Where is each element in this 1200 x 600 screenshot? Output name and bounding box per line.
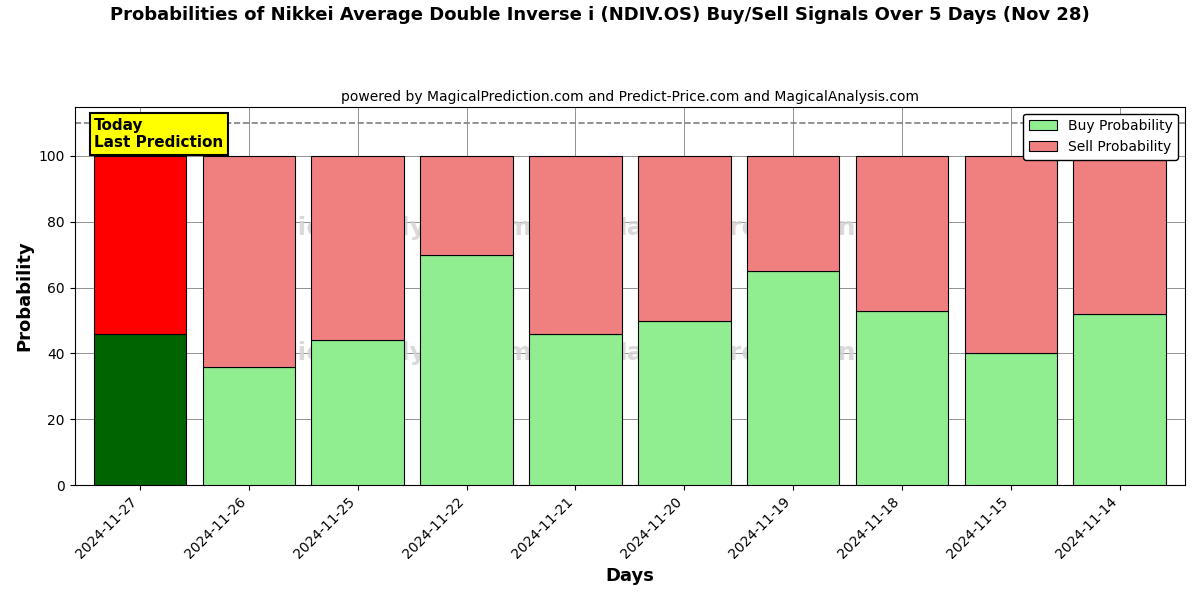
Bar <box>94 334 186 485</box>
Bar <box>856 311 948 485</box>
Bar <box>312 340 404 485</box>
Bar <box>965 156 1057 353</box>
Bar <box>420 254 512 485</box>
Legend: Buy Probability, Sell Probability: Buy Probability, Sell Probability <box>1024 113 1178 160</box>
Text: MagicalAnalysis.com: MagicalAnalysis.com <box>239 341 533 365</box>
Title: powered by MagicalPrediction.com and Predict-Price.com and MagicalAnalysis.com: powered by MagicalPrediction.com and Pre… <box>341 90 919 104</box>
Bar <box>965 353 1057 485</box>
Bar <box>1074 156 1166 314</box>
Bar <box>203 156 295 367</box>
Text: Today
Last Prediction: Today Last Prediction <box>95 118 223 151</box>
X-axis label: Days: Days <box>605 567 654 585</box>
Bar <box>94 156 186 334</box>
Text: Probabilities of Nikkei Average Double Inverse i (NDIV.OS) Buy/Sell Signals Over: Probabilities of Nikkei Average Double I… <box>110 6 1090 24</box>
Bar <box>1074 314 1166 485</box>
Bar <box>529 334 622 485</box>
Text: MagicalPrediction.com: MagicalPrediction.com <box>602 341 924 365</box>
Bar <box>746 156 839 271</box>
Bar <box>312 156 404 340</box>
Bar <box>529 156 622 334</box>
Bar <box>638 156 731 320</box>
Bar <box>746 271 839 485</box>
Bar <box>203 367 295 485</box>
Bar <box>638 320 731 485</box>
Text: MagicalAnalysis.com: MagicalAnalysis.com <box>239 215 533 239</box>
Y-axis label: Probability: Probability <box>16 241 34 351</box>
Text: MagicalPrediction.com: MagicalPrediction.com <box>602 215 924 239</box>
Bar <box>420 156 512 254</box>
Bar <box>856 156 948 311</box>
